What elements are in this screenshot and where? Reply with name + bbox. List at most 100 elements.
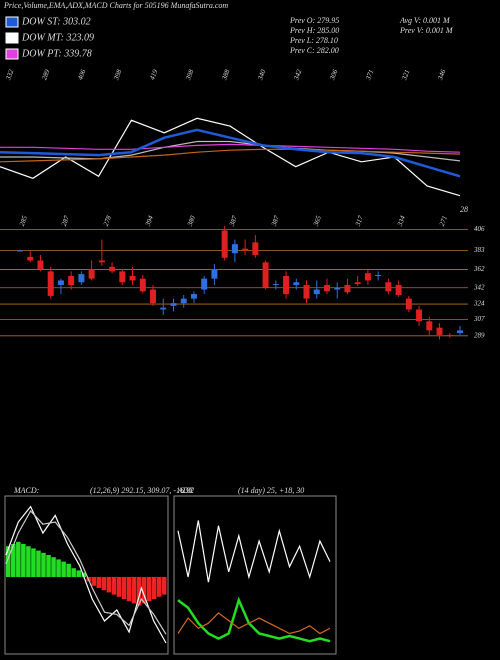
histogram-bar <box>26 546 31 577</box>
panel-params: (12,26,9) 292.15, 309.07, -16.92 <box>90 486 194 495</box>
candle-body <box>385 282 392 292</box>
y-tick-label: 406 <box>474 225 485 233</box>
high-label: 394 <box>144 214 156 228</box>
histogram-bar <box>131 577 137 604</box>
candle-body <box>78 274 85 283</box>
histogram-bar <box>151 577 157 599</box>
y-tick-label: 383 <box>473 246 485 254</box>
indicator-line <box>0 117 461 197</box>
high-label: 278 <box>102 214 113 227</box>
candle-body <box>129 275 136 281</box>
legend-swatch <box>5 32 19 44</box>
candle-body <box>98 260 105 263</box>
candle-body <box>252 242 259 256</box>
candle-body <box>426 321 433 331</box>
panel-label: MACD: <box>13 486 40 495</box>
candle-body <box>221 230 228 258</box>
histogram-bar <box>36 550 41 577</box>
y-tick-label: 324 <box>473 300 485 308</box>
candle-body <box>344 285 351 293</box>
page-title: Price,Volume,EMA,ADX,MACD Charts for 505… <box>3 1 228 10</box>
histogram-bar <box>116 577 122 597</box>
candle-body <box>57 280 64 285</box>
candle-body <box>27 256 34 261</box>
candle-body <box>201 278 208 290</box>
top-label: 306 <box>328 68 340 82</box>
histogram-bar <box>6 546 11 577</box>
candle-body <box>139 278 146 292</box>
y-tick-label: 289 <box>474 331 485 339</box>
candle-body <box>293 282 300 285</box>
top-label: 406 <box>76 68 87 81</box>
candle-body <box>211 269 218 279</box>
y-tick-label: 342 <box>473 283 485 291</box>
candle-body <box>334 287 341 290</box>
high-label: 334 <box>396 214 408 228</box>
histogram-bar <box>31 548 36 577</box>
top-label: 321 <box>400 68 411 82</box>
candle-body <box>47 271 54 296</box>
candle-body <box>405 298 412 310</box>
candle-body <box>170 303 177 306</box>
histogram-bar <box>66 563 71 577</box>
candle-body <box>354 282 361 285</box>
histogram-bar <box>126 577 132 602</box>
candle-body <box>242 248 249 251</box>
indicator-line <box>0 143 461 153</box>
top-label: 346 <box>436 68 448 82</box>
histogram-bar <box>41 552 46 577</box>
candle-body <box>190 294 197 299</box>
high-label: 287 <box>60 214 71 227</box>
candle-body <box>375 275 382 277</box>
histogram-bar <box>51 557 56 577</box>
macd-panel <box>4 495 169 655</box>
legend-label: DOW MT: 323.09 <box>21 32 94 43</box>
high-label: 387 <box>228 214 240 228</box>
top-label: 342 <box>292 68 304 82</box>
candle-body <box>436 327 443 335</box>
top-label: 398 <box>184 68 196 82</box>
candle-body <box>17 250 23 252</box>
candle-body <box>160 307 167 310</box>
histogram-bar <box>91 577 97 586</box>
legend-swatch <box>5 48 19 60</box>
indicator-line <box>177 612 331 635</box>
adx-panel <box>173 495 337 655</box>
candle-body <box>88 269 95 279</box>
candle-body <box>180 298 187 304</box>
histogram-bar <box>101 577 107 591</box>
high-label: 317 <box>354 214 366 228</box>
panel-label: ADX <box>177 486 195 495</box>
indicator-line <box>177 596 331 643</box>
candle-body <box>395 285 402 295</box>
indicator-line <box>177 520 331 583</box>
top-label: 388 <box>220 68 232 82</box>
top-label: 371 <box>364 68 375 82</box>
candle-body <box>119 271 126 283</box>
high-label: 380 <box>186 214 198 228</box>
histogram-bar <box>16 541 21 577</box>
histogram-bar <box>156 577 162 597</box>
info-text: Prev V: 0.001 M <box>399 26 454 35</box>
candle-body <box>262 262 269 288</box>
candle-body <box>303 285 310 299</box>
candle-body <box>313 289 320 295</box>
top-label: 398 <box>112 68 124 82</box>
indicator-line <box>5 505 167 644</box>
high-label: 285 <box>18 214 29 227</box>
info-text: Prev L: 278.10 <box>289 36 338 45</box>
candle-body <box>446 334 453 336</box>
high-label: 365 <box>312 214 324 228</box>
high-label: 271 <box>438 215 449 228</box>
candle-body <box>457 330 463 334</box>
histogram-bar <box>61 561 66 577</box>
histogram-bar <box>56 559 61 577</box>
histogram-bar <box>76 570 81 577</box>
histogram-bar <box>121 577 127 599</box>
histogram-bar <box>21 544 26 577</box>
histogram-bar <box>96 577 102 588</box>
info-text: Prev H: 285.00 <box>289 26 339 35</box>
candle-body <box>283 275 290 295</box>
top-label: 419 <box>148 68 159 81</box>
